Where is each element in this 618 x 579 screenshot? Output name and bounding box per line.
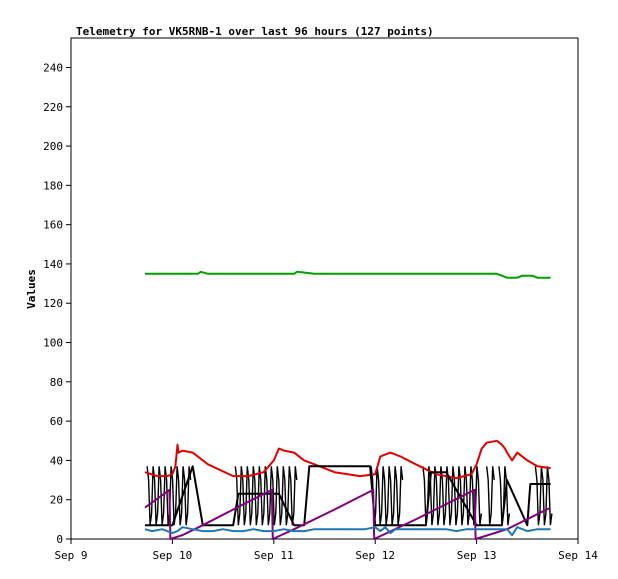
y-axis-label: Values (25, 269, 38, 309)
y-tick-label: 40 (50, 454, 63, 467)
burst-line (370, 466, 404, 526)
series-line-1 (144, 439, 551, 480)
x-tick-label: Sep 10 (153, 549, 193, 562)
y-tick-label: 60 (50, 415, 63, 428)
x-tick-label: Sep 11 (254, 549, 294, 562)
y-tick-label: 160 (43, 219, 63, 232)
y-tick-label: 100 (43, 337, 63, 350)
y-tick-label: 0 (56, 533, 63, 546)
chart-marks: 0 20 40 60 80 100 120 140 160 180 200 220 240 Sep 9 Se… (43, 61, 598, 562)
chart-title: Telemetry for VK5RNB-1 over last 96 hour… (76, 25, 434, 38)
y-tick-label: 200 (43, 140, 63, 153)
plot-frame (70, 37, 579, 540)
x-tick-label: Sep 13 (457, 549, 497, 562)
x-tick-label: Sep 12 (355, 549, 395, 562)
y-tick-label: 80 (50, 376, 63, 389)
y-tick-label: 140 (43, 258, 63, 271)
series-line-0 (145, 270, 551, 279)
x-tick-label: Sep 9 (54, 549, 87, 562)
series-line-3 (144, 488, 552, 540)
y-tick-label: 240 (43, 61, 63, 74)
y-tick-label: 180 (43, 179, 63, 192)
y-tick-label: 20 (50, 494, 63, 507)
y-tick-label: 120 (43, 297, 63, 310)
burst-line (534, 466, 553, 526)
burst-line (234, 466, 298, 526)
burst-line (146, 466, 192, 526)
y-tick-label: 220 (43, 101, 63, 114)
series-line-4 (144, 526, 551, 537)
x-tick-label: Sep 14 (558, 549, 598, 562)
burst-line (486, 466, 495, 526)
burst-line (498, 466, 511, 526)
